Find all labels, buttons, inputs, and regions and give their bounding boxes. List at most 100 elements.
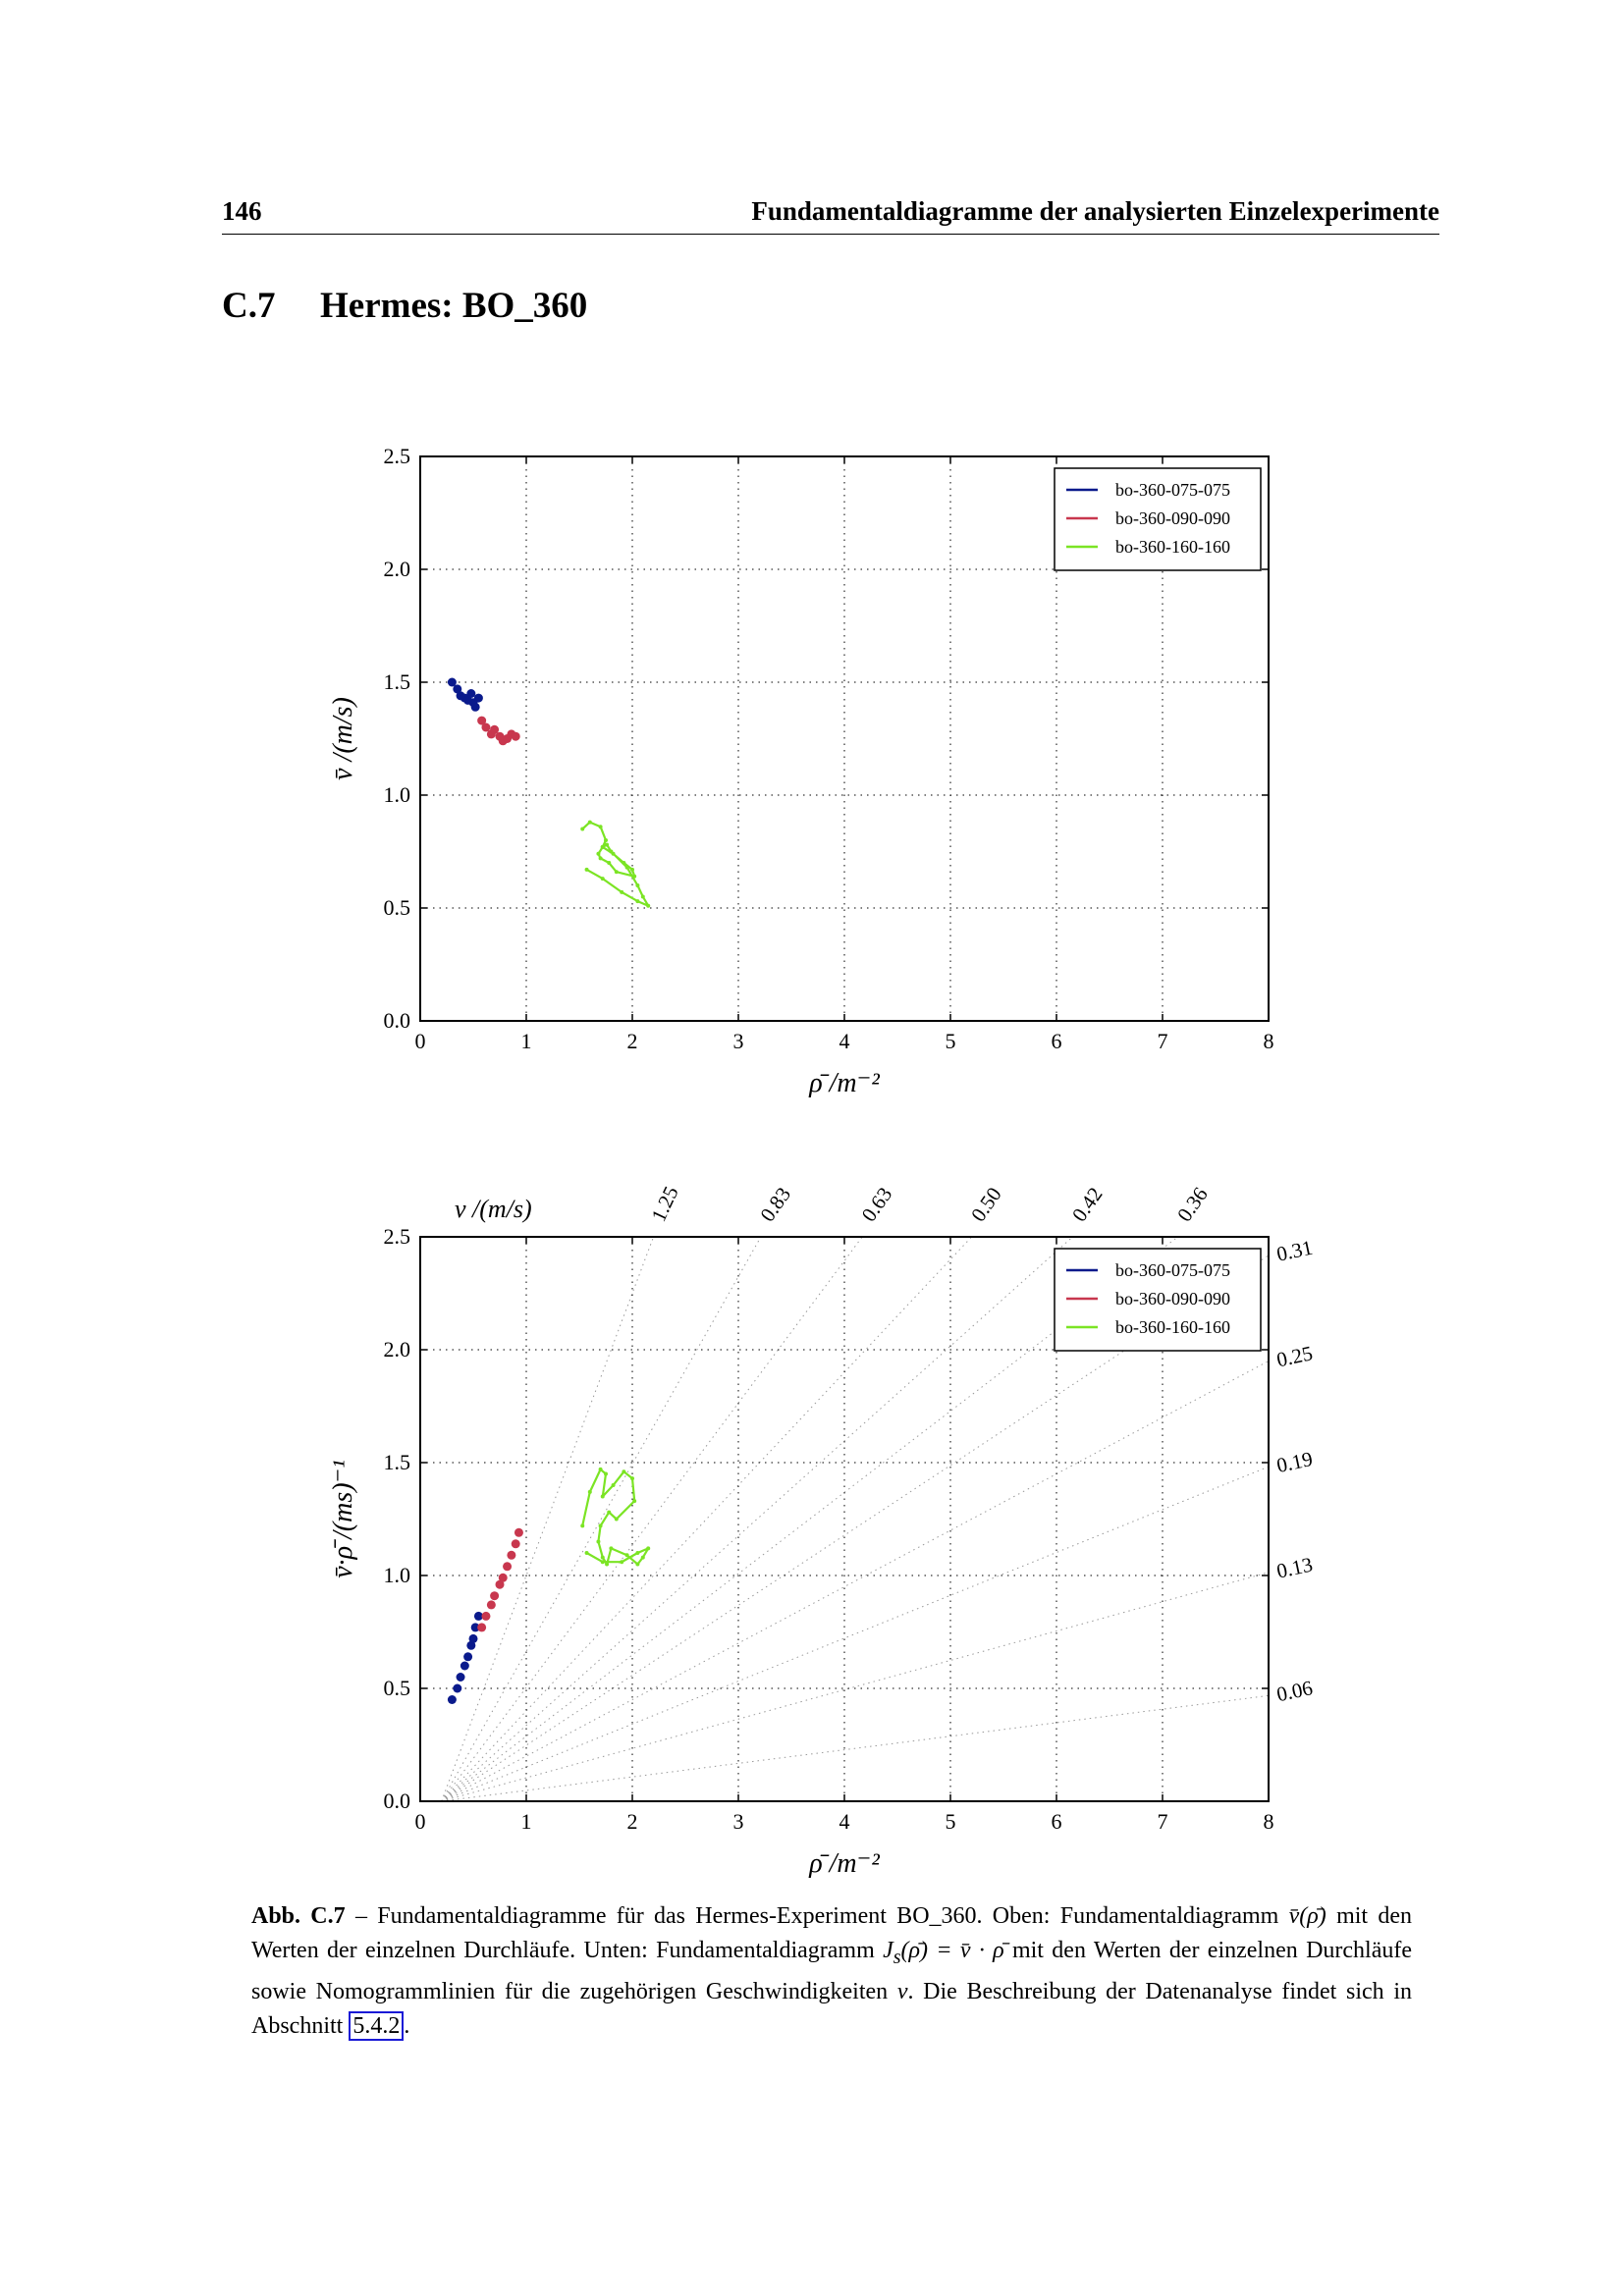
data-point bbox=[614, 1517, 619, 1522]
data-point bbox=[600, 877, 605, 881]
nomogram-right-label: 0.19 bbox=[1274, 1447, 1315, 1477]
y-tick-label: 2.5 bbox=[384, 1224, 411, 1249]
caption-math-3: (ρ̄) = v̄ · ρ̄ bbox=[900, 1938, 1004, 1963]
data-point bbox=[596, 851, 601, 856]
section-reference-link[interactable]: 5.4.2 bbox=[349, 2010, 405, 2041]
data-point bbox=[598, 856, 603, 861]
data-point bbox=[624, 865, 629, 870]
data-point bbox=[635, 883, 640, 887]
nomogram-right-label: 0.31 bbox=[1274, 1236, 1315, 1266]
data-point bbox=[605, 1562, 610, 1567]
data-point bbox=[600, 1555, 605, 1560]
data-point bbox=[635, 1562, 640, 1567]
caption-math-2: J bbox=[883, 1938, 893, 1963]
x-tick-label: 3 bbox=[733, 1029, 744, 1053]
data-point bbox=[600, 844, 605, 849]
data-point bbox=[447, 677, 457, 687]
series-line bbox=[581, 821, 650, 907]
data-point bbox=[632, 1499, 637, 1504]
x-tick-label: 7 bbox=[1158, 1809, 1168, 1834]
y-tick-label: 0.5 bbox=[384, 1676, 411, 1700]
caption-math-4: v bbox=[896, 1978, 908, 2004]
data-point bbox=[635, 1551, 640, 1555]
data-point bbox=[605, 842, 610, 847]
x-tick-label: 2 bbox=[627, 1029, 638, 1053]
legend-entry: bo-360-090-090 bbox=[1115, 1289, 1230, 1308]
x-tick-label: 3 bbox=[733, 1809, 744, 1834]
nomogram-line bbox=[441, 1237, 1074, 1801]
y-tick-label: 1.0 bbox=[384, 1563, 411, 1587]
data-point bbox=[598, 825, 603, 829]
legend-entry: bo-360-090-090 bbox=[1115, 508, 1230, 528]
x-tick-label: 5 bbox=[946, 1029, 956, 1053]
nomogram-right-label: 0.13 bbox=[1274, 1553, 1315, 1583]
page-header: 146 Fundamentaldiagramme der analysierte… bbox=[222, 196, 1439, 236]
nomogram-top-label: 0.63 bbox=[857, 1183, 897, 1226]
y-tick-label: 1.0 bbox=[384, 782, 411, 807]
x-tick-label: 1 bbox=[521, 1029, 532, 1053]
x-tick-label: 0 bbox=[415, 1809, 426, 1834]
nomogram-top-label: 0.42 bbox=[1067, 1183, 1108, 1226]
nomogram-line bbox=[441, 1466, 1269, 1801]
nomogram-line bbox=[441, 1572, 1269, 1801]
section-number: C.7 bbox=[222, 286, 276, 326]
x-tick-label: 7 bbox=[1158, 1029, 1168, 1053]
section-title: Hermes: BO_360 bbox=[320, 286, 588, 326]
series-bo-360-075-075 bbox=[447, 1611, 483, 1704]
data-point bbox=[584, 1551, 589, 1555]
nomogram-top-label: 0.36 bbox=[1172, 1183, 1213, 1226]
fundamental-diagram-velocity: 0 1 2 3 4 5 6 7 8 0.0 0.5 1.0 1.5 2.0 2.5 ρ̄ /m⁻² v̄ /(m… bbox=[328, 444, 1274, 1098]
y-tick-label: 1.5 bbox=[384, 669, 411, 694]
data-point bbox=[447, 1695, 457, 1704]
y-tick-label: 1.5 bbox=[384, 1450, 411, 1474]
data-point bbox=[624, 1553, 629, 1558]
caption-math-1: v̄(ρ̄) bbox=[1288, 1903, 1326, 1929]
data-point bbox=[646, 903, 651, 908]
data-point bbox=[473, 693, 483, 703]
x-tick-label: 4 bbox=[839, 1029, 850, 1053]
data-point bbox=[598, 1523, 603, 1528]
grid-lines bbox=[420, 456, 1269, 1021]
data-point bbox=[604, 1471, 608, 1476]
fundamental-diagram-flow: 1.25 0.83 0.63 0.50 0.42 0.360.310.250.190.13… bbox=[328, 1183, 1315, 1879]
header-rule bbox=[222, 234, 1439, 235]
x-tick-label: 6 bbox=[1052, 1809, 1062, 1834]
data-point bbox=[584, 867, 589, 872]
grid-lines bbox=[420, 1237, 1269, 1801]
data-point bbox=[609, 1546, 614, 1551]
data-point bbox=[481, 722, 491, 732]
x-tick-label: 5 bbox=[946, 1809, 956, 1834]
legend: bo-360-075-075 bo-360-090-090 bo-360-160-1… bbox=[1054, 467, 1262, 571]
data-point bbox=[607, 861, 612, 865]
nomogram-line bbox=[441, 1694, 1269, 1801]
nomogram-lines bbox=[441, 1237, 1269, 1801]
data-point bbox=[468, 1633, 478, 1643]
x-tick-label: 8 bbox=[1264, 1809, 1274, 1834]
series-bo-360-160-160 bbox=[580, 1467, 651, 1567]
data-point bbox=[587, 820, 592, 825]
legend-entry: bo-360-160-160 bbox=[1115, 1317, 1230, 1337]
series-bo-360-090-090 bbox=[477, 1527, 523, 1632]
y-axis-label: v̄·ρ̄ /(ms)⁻¹ bbox=[328, 1460, 358, 1578]
data-point bbox=[620, 889, 624, 894]
data-point bbox=[477, 716, 487, 725]
data-point bbox=[607, 1510, 612, 1515]
x-tick-label: 8 bbox=[1264, 1029, 1274, 1053]
legend: bo-360-075-075 bo-360-090-090 bo-360-160-1… bbox=[1054, 1248, 1262, 1352]
series-bo-360-160-160 bbox=[580, 820, 651, 908]
data-point bbox=[622, 1469, 626, 1474]
x-tick-label: 2 bbox=[627, 1809, 638, 1834]
nomogram-line bbox=[441, 1237, 863, 1801]
data-point bbox=[481, 1611, 491, 1621]
data-point bbox=[466, 689, 476, 698]
data-point bbox=[600, 1494, 605, 1499]
data-point bbox=[507, 1550, 516, 1560]
data-point bbox=[635, 899, 640, 904]
y-axis-label: v̄ /(m/s) bbox=[328, 697, 358, 780]
running-title: Fundamentaldiagramme der analysierten Ei… bbox=[751, 196, 1439, 226]
nomogram-line bbox=[441, 1237, 1179, 1801]
data-point bbox=[477, 1623, 487, 1632]
data-point bbox=[463, 1652, 473, 1662]
data-point bbox=[470, 702, 480, 712]
caption-text-4: . Die Beschreibung der Datenanalyse find… bbox=[251, 1978, 1413, 2039]
